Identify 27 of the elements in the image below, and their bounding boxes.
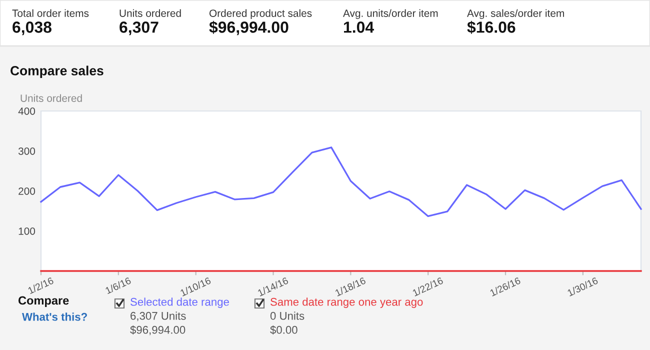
text: 0 Units [270, 312, 304, 320]
y-tick-label: 100 [18, 228, 36, 235]
text: $96,994.00 [209, 20, 288, 36]
text: $16.06 [467, 20, 516, 34]
text: 6,038 [12, 22, 52, 36]
text: 1.04 [344, 22, 374, 33]
text: Avg. units/order item [343, 9, 438, 19]
y-tick-label: 300 [18, 148, 36, 155]
text: Same date range one year ago [270, 298, 423, 308]
line-series [40, 146, 642, 218]
text: $96,994.00 [130, 325, 186, 336]
text: What's this? [22, 312, 87, 321]
text: Units ordered [120, 9, 181, 17]
y-tick-label: 200 [18, 188, 36, 195]
text: 6,307 [120, 22, 158, 36]
text: Ordered product sales [209, 9, 312, 19]
text: Total order items [12, 9, 89, 17]
legend-title: Compare [18, 296, 69, 307]
y-tick-label: 400 [18, 108, 36, 115]
y-axis-title: Units ordered [20, 94, 82, 102]
text: $0.00 [270, 325, 298, 334]
chart-title: Compare sales [10, 66, 104, 78]
text: Selected date range [130, 298, 229, 308]
x-tick-label: 1/6/16 [104, 276, 132, 294]
x-tick-label: 1/2/16 [28, 276, 54, 294]
text: 6,307 Units [130, 312, 186, 322]
text: Avg. sales/order item [467, 9, 564, 19]
